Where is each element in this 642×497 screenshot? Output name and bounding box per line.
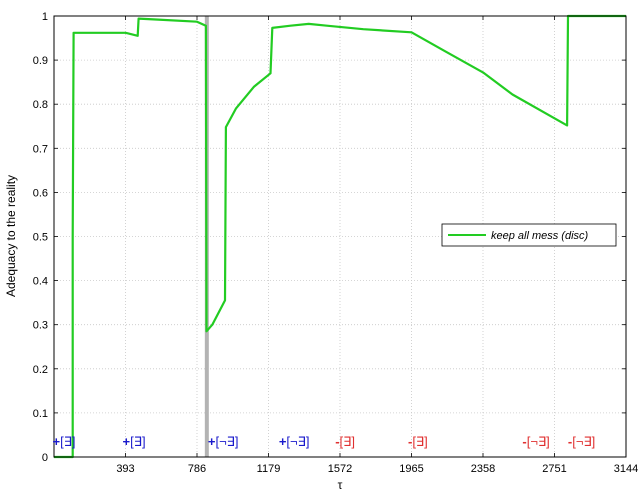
annotation-label: -[∃] (408, 434, 428, 449)
annotation-label: +[¬∃] (208, 434, 239, 449)
annotation-label: -[∃] (335, 434, 355, 449)
legend-label: keep all mess (disc) (491, 230, 589, 242)
x-tick-label: 393 (116, 463, 134, 475)
y-tick-label: 0.1 (33, 408, 48, 420)
annotation-sign: - (335, 434, 339, 449)
annotation-sign: + (279, 434, 287, 449)
annotation-text: [¬∃] (527, 434, 550, 449)
annotation-label: -[¬∃] (522, 434, 549, 449)
y-ticks: 0 0.1 0.2 0.3 0.4 0.5 0.6 0.7 0.8 0.9 1 (33, 11, 626, 464)
annotation-sign: + (123, 434, 131, 449)
x-tick-label: 2358 (471, 463, 495, 475)
y-axis-label: Adequacy to the reality (4, 175, 18, 297)
x-tick-label: 1179 (257, 463, 281, 475)
legend-box (441, 223, 617, 247)
annotation-sign: - (568, 434, 572, 449)
annotation-sign: - (408, 434, 412, 449)
x-ticks: 393 786 1179 1572 1965 2358 2751 3144 (116, 16, 638, 475)
annotation-text: [∃] (130, 434, 145, 449)
annotation-text: [¬∃] (572, 434, 595, 449)
annotation-sign: + (52, 434, 60, 449)
x-tick-label: 786 (188, 463, 206, 475)
annotation-label: -[¬∃] (568, 434, 595, 449)
annotation-text: [¬∃] (215, 434, 238, 449)
annotation-sign: - (522, 434, 526, 449)
y-tick-label: 0.4 (33, 276, 48, 288)
series-line (54, 14, 626, 459)
y-tick-label: 0.9 (33, 55, 48, 67)
grid (54, 16, 626, 457)
y-tick-label: 0.5 (33, 232, 48, 244)
annotation-text: [∃] (340, 434, 355, 449)
y-tick-label: 0.6 (33, 187, 48, 199)
x-tick-label: 1965 (399, 463, 423, 475)
y-tick-label: 0 (42, 452, 48, 464)
x-tick-label: 3144 (614, 463, 638, 475)
annotation-label: +[∃] (52, 434, 75, 449)
x-tick-label: 2751 (542, 463, 566, 475)
y-tick-label: 1 (42, 11, 48, 23)
y-tick-label: 0.3 (33, 320, 48, 332)
annotation-text: [∃] (60, 434, 75, 449)
annotation-text: [¬∃] (286, 434, 309, 449)
y-tick-label: 0.2 (33, 364, 48, 376)
x-axis-label: τ (338, 478, 343, 492)
x-tick-label: 1572 (328, 463, 352, 475)
annotations: +[∃] +[∃] +[¬∃] +[¬∃] -[∃] -[∃] -[¬∃] -[¬∃] (52, 434, 595, 449)
y-tick-label: 0.8 (33, 99, 48, 111)
annotation-text: [∃] (412, 434, 427, 449)
series-group (54, 14, 626, 459)
annotation-sign: + (208, 434, 216, 449)
annotation-label: +[¬∃] (279, 434, 310, 449)
y-tick-label: 0.7 (33, 143, 48, 155)
annotation-label: +[∃] (123, 434, 146, 449)
legend: keep all mess (disc) (441, 223, 617, 247)
